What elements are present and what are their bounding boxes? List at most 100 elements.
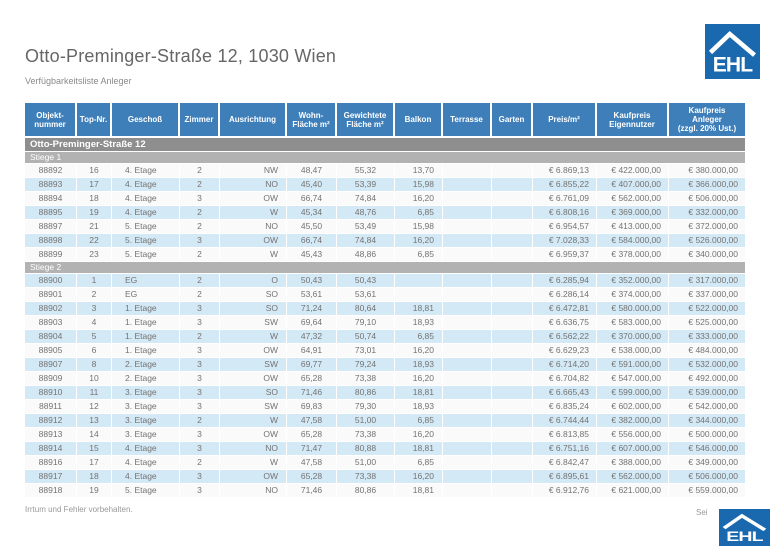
column-header-ausrichtung: Ausrichtung <box>220 103 287 138</box>
cell-topnr: 15 <box>77 442 112 456</box>
cell-kaufpreis-anleger: € 532.000,00 <box>669 358 745 372</box>
cell-gewichtete-flaeche: 73,38 <box>337 372 395 386</box>
cell-kaufpreis-anleger: € 344.000,00 <box>669 414 745 428</box>
cell-objektnummer: 88893 <box>25 178 77 192</box>
cell-zimmer: 2 <box>180 274 220 288</box>
cell-topnr: 8 <box>77 358 112 372</box>
cell-balkon: 16,20 <box>395 192 443 206</box>
logo-text: EHL <box>713 54 753 77</box>
cell-terrasse <box>443 400 492 414</box>
cell-geschoss: 1. Etage <box>112 316 180 330</box>
cell-gewichtete-flaeche: 74,84 <box>337 192 395 206</box>
building-band-row: Otto-Preminger-Straße 12 <box>25 138 745 152</box>
ehl-logo-bottom: EHL <box>719 509 770 546</box>
cell-topnr: 21 <box>77 220 112 234</box>
cell-zimmer: 3 <box>180 358 220 372</box>
cell-objektnummer: 88903 <box>25 316 77 330</box>
table-row: 88892 16 4. Etage 2 NW 48,47 55,32 13,70 € 6.869… <box>25 164 745 178</box>
cell-wohnflaeche: 71,46 <box>287 386 337 400</box>
cell-kaufpreis-anleger: € 506.000,00 <box>669 470 745 484</box>
cell-gewichtete-flaeche: 53,61 <box>337 288 395 302</box>
building-band: Otto-Preminger-Straße 12 <box>25 138 745 152</box>
cell-preis-m2: € 6.869,13 <box>533 164 597 178</box>
table-row: 88907 8 2. Etage 3 SW 69,77 79,24 18,93 € 6.714,… <box>25 358 745 372</box>
cell-wohnflaeche: 66,74 <box>287 234 337 248</box>
cell-balkon <box>395 288 443 302</box>
availability-table: Objekt-nummer Top-Nr. Geschoß Zimmer Ausrich… <box>25 103 745 498</box>
cell-zimmer: 3 <box>180 442 220 456</box>
cell-balkon: 16,20 <box>395 344 443 358</box>
table-row: 88909 10 2. Etage 3 OW 65,28 73,38 16,20 € 6.704… <box>25 372 745 386</box>
cell-balkon: 18,93 <box>395 316 443 330</box>
cell-geschoss: 4. Etage <box>112 178 180 192</box>
cell-kaufpreis-anleger: € 525.000,00 <box>669 316 745 330</box>
table-body: Otto-Preminger-Straße 12 Stiege 1 88892 16 4… <box>25 138 745 498</box>
cell-geschoss: 5. Etage <box>112 248 180 262</box>
cell-topnr: 22 <box>77 234 112 248</box>
table-row: 88901 2 EG 2 SO 53,61 53,61 € 6.286,14 € 374.000… <box>25 288 745 302</box>
cell-preis-m2: € 6.636,75 <box>533 316 597 330</box>
cell-balkon: 16,20 <box>395 372 443 386</box>
cell-preis-m2: € 6.751,16 <box>533 442 597 456</box>
cell-balkon: 6,85 <box>395 248 443 262</box>
cell-preis-m2: € 6.285,94 <box>533 274 597 288</box>
cell-garten <box>492 178 533 192</box>
cell-terrasse <box>443 192 492 206</box>
cell-wohnflaeche: 45,34 <box>287 206 337 220</box>
cell-kaufpreis-anleger: € 317.000,00 <box>669 274 745 288</box>
cell-terrasse <box>443 248 492 262</box>
cell-ausrichtung: OW <box>220 344 287 358</box>
cell-objektnummer: 88907 <box>25 358 77 372</box>
cell-topnr: 23 <box>77 248 112 262</box>
cell-topnr: 18 <box>77 192 112 206</box>
cell-gewichtete-flaeche: 53,49 <box>337 220 395 234</box>
cell-ausrichtung: O <box>220 274 287 288</box>
cell-topnr: 6 <box>77 344 112 358</box>
cell-geschoss: 4. Etage <box>112 442 180 456</box>
cell-terrasse <box>443 456 492 470</box>
cell-preis-m2: € 6.562,22 <box>533 330 597 344</box>
cell-balkon: 18,93 <box>395 358 443 372</box>
cell-garten <box>492 274 533 288</box>
section-band-row: Stiege 1 <box>25 152 745 164</box>
cell-balkon: 16,20 <box>395 234 443 248</box>
cell-gewichtete-flaeche: 48,76 <box>337 206 395 220</box>
cell-preis-m2: € 6.744,44 <box>533 414 597 428</box>
cell-kaufpreis-eigennutzer: € 538.000,00 <box>597 344 669 358</box>
cell-garten <box>492 330 533 344</box>
cell-geschoss: 3. Etage <box>112 400 180 414</box>
cell-zimmer: 2 <box>180 220 220 234</box>
cell-objektnummer: 88898 <box>25 234 77 248</box>
cell-gewichtete-flaeche: 79,30 <box>337 400 395 414</box>
cell-gewichtete-flaeche: 73,38 <box>337 428 395 442</box>
cell-balkon: 18,93 <box>395 400 443 414</box>
cell-gewichtete-flaeche: 53,39 <box>337 178 395 192</box>
cell-garten <box>492 470 533 484</box>
cell-gewichtete-flaeche: 51,00 <box>337 414 395 428</box>
ehl-logo-graphic: EHL <box>719 509 770 546</box>
cell-topnr: 16 <box>77 164 112 178</box>
column-header-topnr: Top-Nr. <box>77 103 112 138</box>
cell-objektnummer: 88911 <box>25 400 77 414</box>
cell-preis-m2: € 6.959,37 <box>533 248 597 262</box>
cell-kaufpreis-eigennutzer: € 547.000,00 <box>597 372 669 386</box>
cell-ausrichtung: OW <box>220 192 287 206</box>
cell-zimmer: 3 <box>180 372 220 386</box>
cell-wohnflaeche: 45,50 <box>287 220 337 234</box>
cell-wohnflaeche: 69,64 <box>287 316 337 330</box>
cell-zimmer: 2 <box>180 288 220 302</box>
cell-terrasse <box>443 206 492 220</box>
cell-preis-m2: € 6.954,57 <box>533 220 597 234</box>
cell-gewichtete-flaeche: 48,86 <box>337 248 395 262</box>
cell-kaufpreis-anleger: € 340.000,00 <box>669 248 745 262</box>
cell-ausrichtung: SW <box>220 316 287 330</box>
cell-topnr: 11 <box>77 386 112 400</box>
cell-kaufpreis-eigennutzer: € 556.000,00 <box>597 428 669 442</box>
cell-preis-m2: € 6.912,76 <box>533 484 597 498</box>
column-header-zimmer: Zimmer <box>180 103 220 138</box>
cell-topnr: 5 <box>77 330 112 344</box>
cell-terrasse <box>443 178 492 192</box>
table-row: 88918 19 5. Etage 3 NO 71,46 80,86 18,81 € 6.912… <box>25 484 745 498</box>
cell-gewichtete-flaeche: 50,74 <box>337 330 395 344</box>
cell-kaufpreis-eigennutzer: € 352.000,00 <box>597 274 669 288</box>
